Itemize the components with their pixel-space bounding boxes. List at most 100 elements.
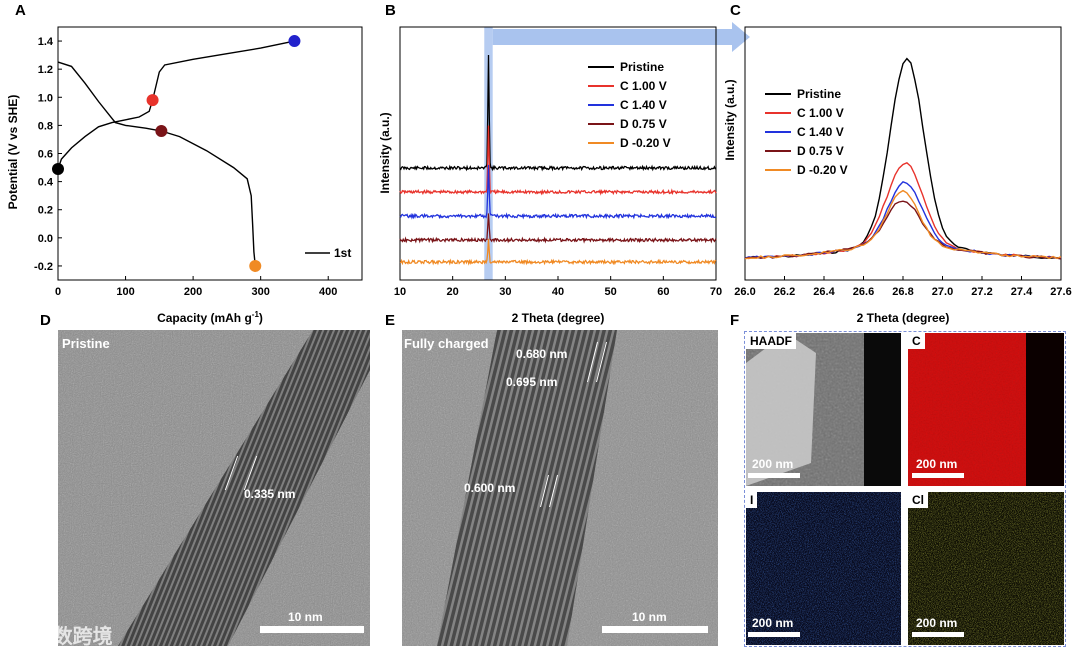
chart-c-xtick-label: 27.0 <box>932 286 953 298</box>
chart-b-ylabel: Intensity (a.u.) <box>378 112 392 193</box>
chart-c-xtick-label: 26.8 <box>892 286 913 298</box>
chart-b-legend-label: C 1.00 V <box>620 79 667 93</box>
chart-c-series-line <box>744 57 1062 259</box>
eds-tile-haadf: HAADF 200 nm <box>746 333 901 486</box>
chart-c-xtick-label: 26.6 <box>853 286 874 298</box>
panel-label-b: B <box>385 2 396 19</box>
chart-b-ticks: 10 20 30 40 50 60 70 <box>394 276 722 298</box>
chart-b-xtick-label: 20 <box>447 286 459 298</box>
watermark-text: 大数跨境 <box>32 626 113 648</box>
chart-a-line-charge <box>57 40 295 170</box>
chart-b-legend-label: C 1.40 V <box>620 98 667 112</box>
tem-pristine-fiber <box>118 330 370 646</box>
eds-haadf-image <box>746 333 901 486</box>
chart-c-series <box>744 57 1062 260</box>
chart-c-legend-label: D -0.20 V <box>797 163 848 177</box>
panel-label-e: E <box>385 312 396 329</box>
chart-b-xrd: 10 20 30 40 50 60 70 Pristine C 1.00 V C 1.40 V D… <box>378 22 750 325</box>
chart-b-series-line <box>399 54 717 172</box>
chart-a-ytick-label: 0.2 <box>38 205 53 217</box>
scale-bar-e <box>602 626 708 633</box>
tem-charged-label: Fully charged <box>404 336 489 351</box>
chart-b-xtick-label: 60 <box>657 286 669 298</box>
chart-a-ytick-label: 1.0 <box>38 92 53 104</box>
chart-a-ytick-label: -0.2 <box>34 261 53 273</box>
chart-a-xlabel: Capacity (mAh g-1) <box>157 310 263 325</box>
chart-b-xlabel: 2 Theta (degree) <box>512 311 605 325</box>
panel-label-a: A <box>15 2 26 19</box>
chart-a-marker <box>146 94 159 107</box>
chart-c-xlabel: 2 Theta (degree) <box>857 311 950 325</box>
chart-c-legend-label: Pristine <box>797 87 841 101</box>
scale-bar-label-e: 10 nm <box>632 610 667 624</box>
chart-c-legend: Pristine C 1.00 V C 1.40 V D 0.75 V D -0.20 … <box>765 87 848 177</box>
chart-b-xtick-label: 70 <box>710 286 722 298</box>
chart-a-ytick-label: 0.0 <box>38 233 53 245</box>
chart-b-xtick-label: 30 <box>499 286 511 298</box>
lattice-spacing-e1: 0.680 nm <box>516 347 568 361</box>
chart-a-ytick-label: 0.6 <box>38 149 53 161</box>
watermark: ⊙◦ 大数跨境 <box>8 620 113 649</box>
chart-c-series-line <box>744 161 1062 260</box>
chart-c-xtick-label: 27.6 <box>1050 286 1071 298</box>
chart-b-frame <box>399 26 717 281</box>
chart-a-xtick-label: 100 <box>116 286 134 298</box>
eds-tile-i: I 200 nm <box>746 492 901 645</box>
eds-tile-c: C 200 nm <box>908 333 1064 486</box>
chart-a-legend-label: 1st <box>334 246 351 260</box>
chart-c-legend-label: D 0.75 V <box>797 144 844 158</box>
chart-b-xtick-label: 50 <box>605 286 617 298</box>
chart-a-ytick-label: 1.4 <box>38 36 54 48</box>
eds-scale-cl: 200 nm <box>916 616 958 630</box>
chart-c-ylabel: Intensity (a.u.) <box>723 79 737 160</box>
chart-a-marker <box>249 259 262 272</box>
eds-label-c: C <box>908 333 925 349</box>
chart-c-xrd-zoom: 26.0 26.2 26.4 26.6 26.8 27.0 27.2 27.4 27.6 Pri… <box>723 26 1072 325</box>
chart-b-xtick-label: 10 <box>394 286 406 298</box>
chart-b-series <box>399 54 717 266</box>
chart-a-voltage-profile: 0 100 200 300 400 -0.2 0.0 0.2 0.4 0.6 0.8 1.0 1.2 1.… <box>6 26 363 325</box>
tem-charged-texture <box>402 330 718 646</box>
chart-b-legend-label: D -0.20 V <box>620 136 671 150</box>
chart-b-series-line <box>399 213 717 244</box>
eds-c-image <box>908 333 1064 486</box>
chart-b-xtick-label: 40 <box>552 286 564 298</box>
chart-a-ytick-label: 0.4 <box>38 177 54 189</box>
eds-map-container <box>744 331 1066 647</box>
chart-c-xtick-label: 26.2 <box>774 286 795 298</box>
lattice-spacing-e2: 0.695 nm <box>506 375 558 389</box>
chart-b-legend: Pristine C 1.00 V C 1.40 V D 0.75 V D -0.20 … <box>588 60 671 150</box>
chart-b-legend-label: D 0.75 V <box>620 117 667 131</box>
lattice-spacing-d: 0.335 nm <box>244 487 296 501</box>
chart-a-ylabel: Potential (V vs SHE) <box>6 95 20 210</box>
eds-label-i: I <box>746 492 758 508</box>
scale-bar-label-d: 10 nm <box>288 610 323 624</box>
chart-a-xtick-label: 300 <box>251 286 269 298</box>
chart-a-marker <box>288 35 301 48</box>
lattice-spacing-e3: 0.600 nm <box>464 481 516 495</box>
chart-c-xtick-label: 26.4 <box>813 286 835 298</box>
chart-b-series-line <box>399 125 717 196</box>
chart-c-ticks: 26.0 26.2 26.4 26.6 26.8 27.0 27.2 27.4 27.6 <box>734 276 1072 298</box>
eds-label-haadf: HAADF <box>746 333 796 349</box>
panel-label-d: D <box>40 312 51 329</box>
chart-a-xtick-label: 200 <box>184 286 202 298</box>
chart-c-xtick-label: 27.4 <box>1011 286 1033 298</box>
chart-b-zoom-arrow <box>492 22 750 52</box>
eds-cl-image <box>908 492 1064 645</box>
scale-bar-d <box>260 626 364 633</box>
eds-scalebar-i <box>748 632 800 637</box>
chart-c-legend-label: C 1.40 V <box>797 125 844 139</box>
chart-c-legend-label: C 1.00 V <box>797 106 844 120</box>
tem-pristine-label: Pristine <box>62 336 110 351</box>
chart-c-series-line <box>744 200 1062 260</box>
panel-label-c: C <box>730 2 741 19</box>
tem-charged-fiber <box>437 330 617 646</box>
chart-a-ticks: 0 100 200 300 400 -0.2 0.0 0.2 0.4 0.6 0.8 1.0 1.2 1.… <box>34 36 337 298</box>
eds-scale-i: 200 nm <box>752 616 794 630</box>
chart-a-ytick-label: 0.8 <box>38 120 53 132</box>
chart-b-series-line <box>399 238 717 266</box>
chart-c-xtick-label: 27.2 <box>971 286 992 298</box>
chart-b-series-line <box>399 164 717 220</box>
eds-label-cl: Cl <box>908 492 928 508</box>
